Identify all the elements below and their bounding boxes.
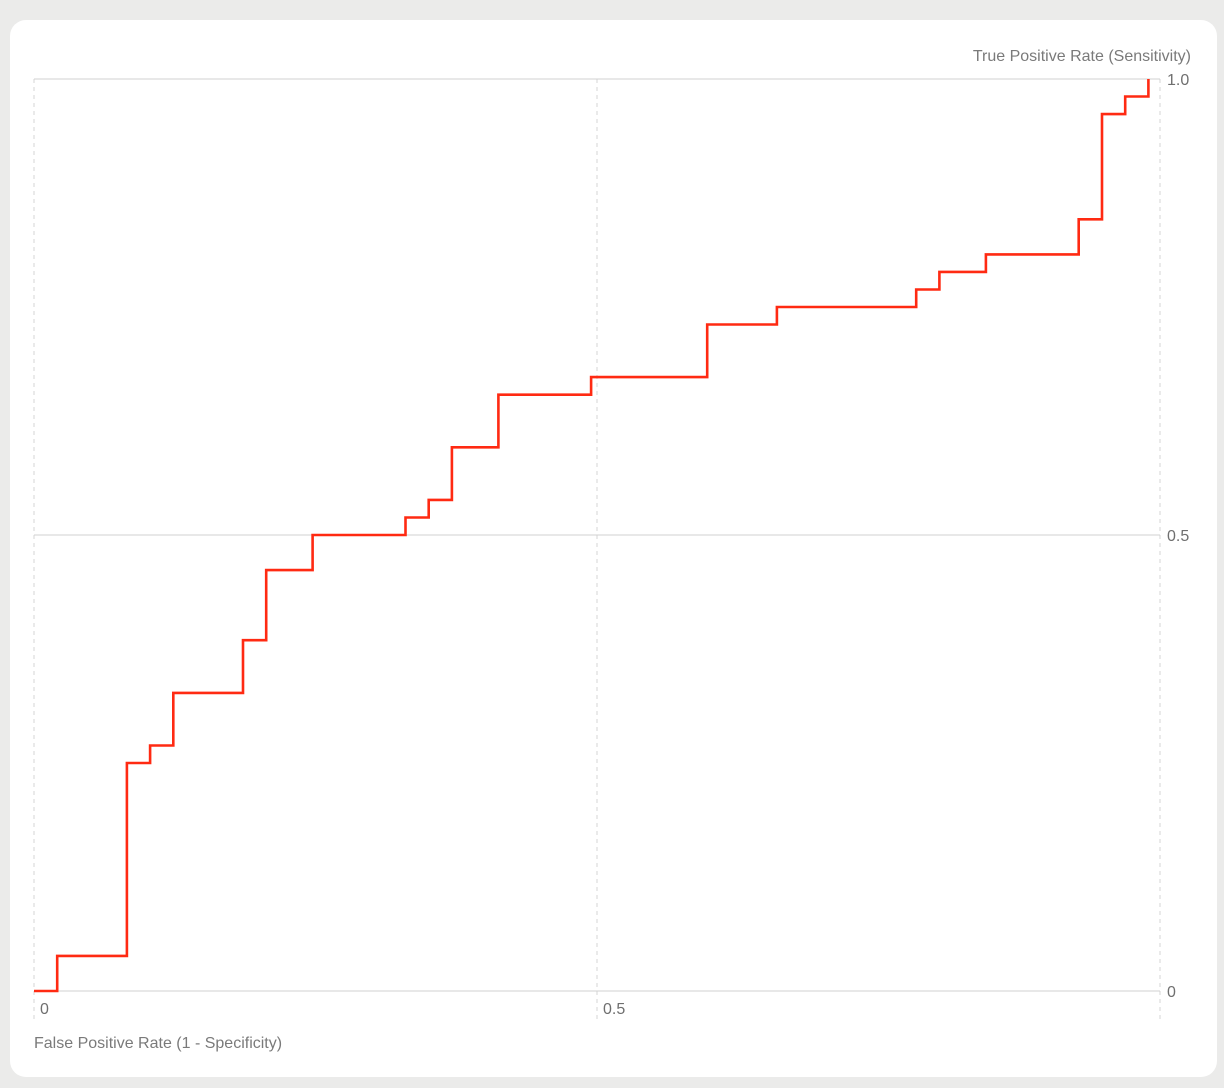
y-tick-label: 1.0 [1167,72,1189,89]
roc-curve-line [34,79,1150,993]
x-tick-label: 0.5 [603,1001,625,1018]
tick-labels: 0 0.5 1.0 0 0.5 [40,72,1189,1018]
y-tick-label: 0.5 [1167,528,1189,545]
series-layer [34,79,1150,993]
grid-lines [33,78,1161,1020]
x-tick-label: 0 [40,1001,49,1018]
x-axis-label: False Positive Rate (1 - Specificity) [34,1035,282,1052]
y-tick-label: 0 [1167,984,1176,1001]
chart-card [10,20,1217,1077]
y-axis-label: True Positive Rate (Sensitivity) [973,48,1191,65]
